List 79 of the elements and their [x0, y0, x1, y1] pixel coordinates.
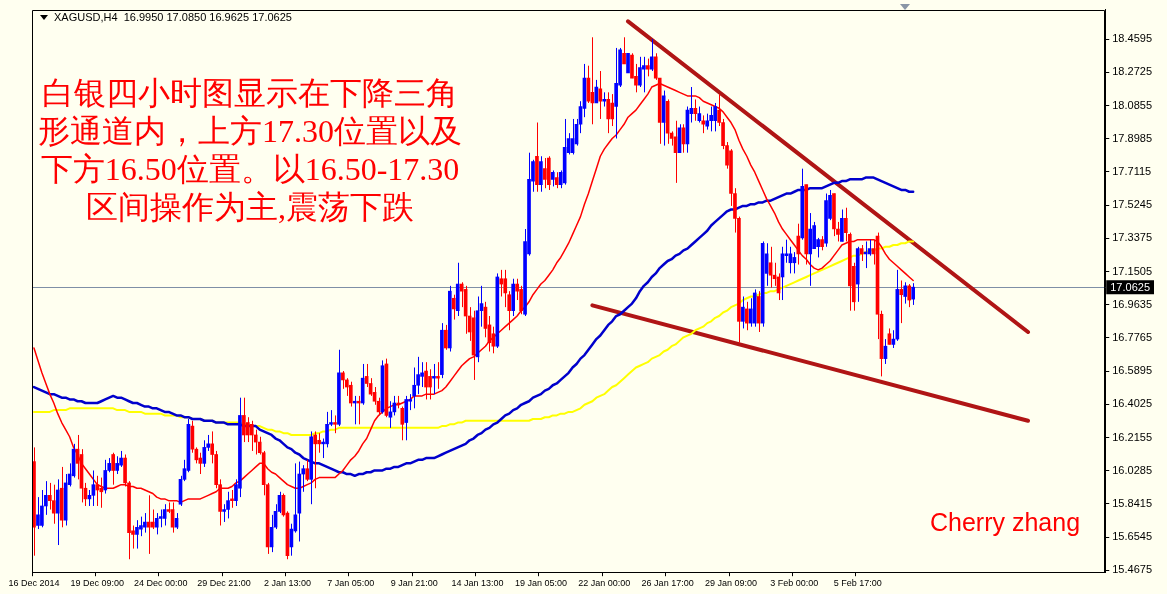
candlestick: [503, 269, 508, 308]
x-tick-label: 24 Dec 00:00: [133, 578, 188, 589]
candlestick: [741, 295, 745, 329]
annotation: Cherry zhang: [930, 508, 1081, 537]
candlestick: [907, 283, 912, 308]
candlestick: [249, 420, 254, 452]
y-tick-label: 15.8415: [1112, 496, 1152, 509]
y-tick-label: 17.1505: [1112, 264, 1152, 277]
candlestick: [903, 281, 908, 305]
candlestick: [400, 406, 405, 441]
candlestick: [610, 93, 615, 127]
candlestick: [748, 297, 753, 328]
x-tick-label: 29 Dec 21:00: [197, 578, 251, 589]
chart-title: XAGUSD,H4 16.9950 17.0850 16.9625 17.0625: [54, 11, 292, 23]
y-tick-label: 16.2155: [1112, 430, 1152, 443]
x-tick-label: 7 Jan 05:00: [327, 578, 375, 589]
x-tick-label: 9 Jan 21:00: [390, 578, 438, 589]
candlestick: [246, 416, 250, 443]
candlestick: [317, 432, 321, 454]
x-tick-label: 16 Dec 2014: [8, 578, 60, 589]
candlestick: [713, 102, 717, 132]
candlestick: [796, 223, 801, 266]
candlestick: [428, 368, 432, 400]
candlestick: [451, 294, 456, 321]
candlestick: [305, 459, 310, 482]
x-tick-label: 26 Jan 17:00: [641, 578, 694, 589]
candlestick: [424, 361, 428, 400]
candlestick: [202, 439, 207, 468]
y-tick-label: 18.4595: [1112, 32, 1152, 45]
candlestick: [499, 269, 504, 297]
candlestick: [543, 157, 547, 189]
y-tick-label: 16.9635: [1112, 297, 1152, 310]
y-tick-label: 16.4025: [1112, 397, 1152, 410]
y-tick-label: 15.4675: [1112, 563, 1152, 576]
candlestick: [242, 397, 246, 443]
annotation: 白银四小时图显示在下降三角形通道内，上方17.30位置以及下方16.50位置。以16.50-17.30区间操作为主,震荡下跌: [37, 74, 463, 226]
candlestick: [150, 509, 155, 530]
x-tick-label: 5 Feb 17:00: [833, 578, 882, 589]
x-tick-label: 19 Dec 09:00: [70, 578, 125, 589]
candlestick: [836, 221, 840, 242]
candlestick: [539, 155, 543, 193]
y-tick-label: 15.6545: [1112, 530, 1152, 543]
candlestick: [55, 478, 60, 546]
x-tick-label: 19 Jan 05:00: [514, 578, 567, 589]
x-tick-label: 14 Jan 13:00: [451, 578, 504, 589]
y-tick-label: 16.7765: [1112, 330, 1152, 343]
candlestick: [143, 512, 147, 534]
y-tick-label: 17.3375: [1112, 231, 1152, 244]
x-tick-label: 29 Jan 09:00: [704, 578, 758, 589]
candlestick: [226, 491, 230, 519]
candlestick: [135, 519, 139, 550]
y-tick-label: 16.0285: [1112, 463, 1152, 476]
candlestick: [638, 56, 642, 88]
x-tick-label: 2 Jan 13:00: [263, 578, 311, 589]
x-tick-label: 22 Jan 00:00: [578, 578, 631, 589]
y-tick-label: 17.5245: [1112, 198, 1152, 211]
candlestick: [626, 52, 630, 74]
candlestick: [51, 484, 56, 525]
x-tick-label: 3 Feb 00:00: [770, 578, 819, 589]
y-tick-label: 18.2725: [1112, 65, 1152, 78]
y-tick-label: 18.0855: [1112, 98, 1152, 111]
candlestick: [642, 56, 646, 93]
candlestick: [47, 482, 52, 511]
candlestick: [154, 512, 159, 535]
ref-line-label: 17.0625: [1110, 280, 1150, 293]
candlestick: [840, 209, 844, 242]
candlestick: [649, 38, 654, 72]
y-tick-label: 16.5895: [1112, 364, 1152, 377]
candlestick: [36, 496, 40, 530]
candlestick: [444, 324, 448, 351]
candlestick: [911, 282, 915, 306]
y-tick-label: 17.7115: [1112, 164, 1152, 177]
candlestick: [40, 489, 44, 528]
candlestick: [622, 36, 626, 65]
candlestick: [348, 381, 353, 408]
y-tick-label: 17.8985: [1112, 131, 1152, 144]
candlestick: [313, 430, 317, 489]
candlestick: [147, 494, 151, 555]
candlestick: [745, 301, 749, 331]
